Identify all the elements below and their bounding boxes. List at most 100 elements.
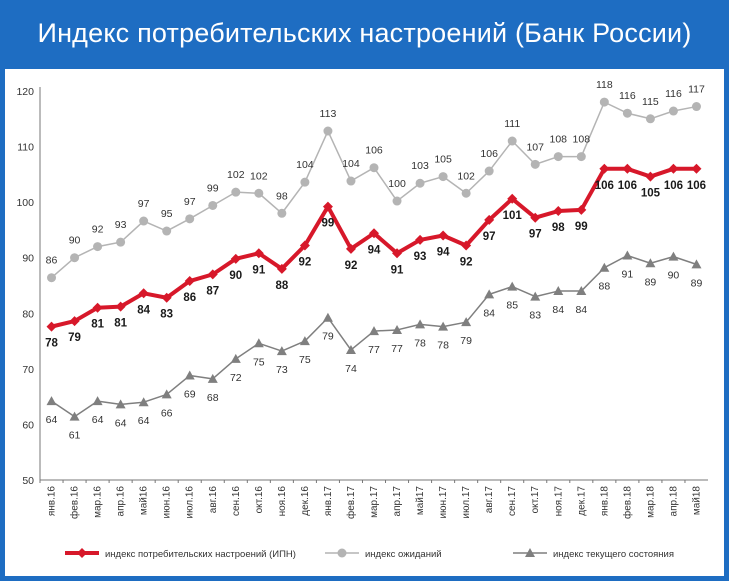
- y-tick-label: 70: [22, 364, 34, 376]
- data-label: 102: [457, 170, 475, 182]
- data-label: 106: [618, 180, 637, 192]
- data-point: [622, 250, 633, 260]
- data-point: [438, 321, 449, 331]
- data-point: [369, 163, 379, 173]
- data-point: [138, 288, 149, 299]
- data-label: 88: [275, 280, 288, 292]
- data-point: [208, 200, 218, 210]
- data-label: 75: [253, 356, 265, 368]
- x-tick-label: ноя.17: [553, 486, 564, 517]
- data-label: 77: [368, 344, 380, 356]
- data-label: 99: [575, 221, 588, 233]
- x-tick-label: фев.16: [69, 486, 81, 519]
- data-point: [253, 338, 264, 348]
- data-point: [139, 216, 149, 226]
- data-label: 117: [688, 84, 705, 96]
- data-point: [392, 324, 403, 334]
- data-point: [484, 214, 495, 225]
- data-point: [207, 373, 218, 383]
- data-label: 86: [183, 292, 196, 304]
- data-point: [323, 126, 333, 136]
- x-tick-label: сен.16: [231, 486, 242, 516]
- data-label: 93: [115, 219, 127, 231]
- data-label: 105: [434, 154, 452, 166]
- data-label: 104: [342, 158, 360, 170]
- data-label: 87: [206, 285, 219, 297]
- y-tick-label: 80: [22, 308, 34, 320]
- data-label: 89: [645, 276, 657, 288]
- data-label: 92: [345, 260, 358, 272]
- legend-label: индекс текущего состояния: [553, 549, 674, 560]
- data-label: 89: [691, 277, 703, 289]
- data-label: 64: [46, 414, 58, 426]
- y-tick-label: 100: [16, 197, 34, 209]
- data-point: [185, 214, 195, 224]
- data-point: [691, 259, 702, 269]
- data-point: [184, 276, 195, 287]
- x-tick-label: июн.17: [438, 486, 449, 519]
- data-point: [230, 253, 241, 264]
- data-label: 72: [230, 372, 242, 384]
- data-point: [207, 269, 218, 280]
- data-point: [668, 163, 679, 174]
- data-label: 99: [322, 218, 335, 230]
- y-tick-label: 110: [17, 142, 34, 154]
- data-point: [93, 242, 103, 252]
- data-point: [415, 178, 425, 188]
- data-label: 75: [299, 354, 311, 366]
- data-label: 84: [552, 304, 564, 316]
- data-label: 101: [503, 210, 523, 222]
- x-tick-label: окт.16: [254, 486, 265, 514]
- data-label: 84: [137, 304, 150, 316]
- data-label: 115: [642, 96, 659, 108]
- data-point: [92, 396, 103, 406]
- data-label: 79: [460, 335, 472, 347]
- data-point: [438, 172, 448, 182]
- data-label: 103: [411, 160, 429, 172]
- data-label: 94: [368, 244, 381, 256]
- data-label: 97: [184, 196, 196, 208]
- data-label: 84: [483, 307, 495, 319]
- data-label: 92: [298, 256, 311, 268]
- data-point: [299, 336, 310, 346]
- data-label: 83: [160, 309, 173, 321]
- legend-marker: [525, 548, 535, 557]
- x-tick-label: апр.18: [668, 486, 679, 517]
- data-point: [345, 243, 356, 254]
- data-label: 83: [529, 310, 541, 322]
- data-label: 104: [296, 159, 314, 171]
- x-tick-label: май17: [415, 486, 426, 516]
- data-point: [576, 286, 587, 296]
- data-point: [461, 240, 472, 251]
- x-tick-label: июл.17: [461, 486, 472, 519]
- data-label: 97: [483, 231, 496, 243]
- data-point: [46, 396, 57, 406]
- data-label: 98: [552, 222, 565, 234]
- data-point: [553, 152, 563, 162]
- data-point: [507, 136, 517, 146]
- x-tick-label: фев.18: [621, 486, 633, 519]
- y-tick-label: 60: [22, 419, 34, 431]
- data-point: [668, 106, 678, 116]
- data-label: 106: [687, 180, 706, 192]
- data-label: 95: [161, 208, 173, 220]
- data-point: [184, 370, 195, 380]
- data-point: [230, 353, 241, 363]
- data-point: [322, 201, 333, 212]
- data-point: [622, 163, 633, 174]
- data-point: [161, 389, 172, 399]
- data-point: [276, 263, 287, 274]
- data-point: [254, 188, 264, 198]
- chart-panel: 50 60 70 80 90 100 110 120 янв.16 фев.16 мар.16 апр…: [5, 69, 724, 576]
- data-label: 106: [664, 180, 683, 192]
- page-title: Индекс потребительских настроений (Банк …: [37, 17, 692, 48]
- data-label: 90: [229, 270, 242, 282]
- data-label: 78: [45, 338, 58, 350]
- x-tick-label: янв.18: [599, 486, 610, 517]
- data-label: 116: [665, 88, 682, 100]
- x-tick-label: ноя.16: [277, 486, 288, 517]
- data-point: [115, 399, 126, 409]
- data-label: 93: [414, 251, 427, 263]
- x-tick-label: апр.17: [392, 486, 403, 517]
